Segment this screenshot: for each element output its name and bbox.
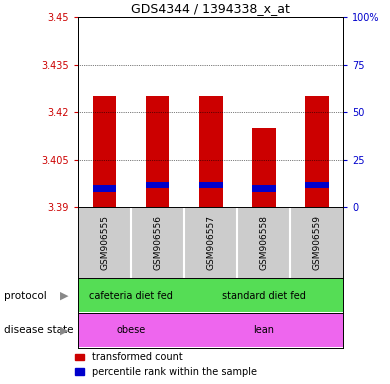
Bar (78, 314, 184, 347)
Bar (252, 128, 276, 207)
Bar (78, 279, 184, 312)
Text: ▶: ▶ (60, 291, 69, 301)
Text: lean: lean (253, 325, 274, 335)
Bar (305, 96, 329, 207)
Bar (145, 182, 170, 189)
Title: GDS4344 / 1394338_x_at: GDS4344 / 1394338_x_at (131, 2, 290, 15)
Bar (305, 182, 329, 189)
Bar (184, 314, 343, 347)
Text: standard diet fed: standard diet fed (222, 291, 306, 301)
Legend: transformed count, percentile rank within the sample: transformed count, percentile rank withi… (75, 353, 257, 377)
Text: disease state: disease state (4, 325, 73, 335)
Bar (92, 96, 117, 207)
Text: obese: obese (117, 325, 146, 335)
Text: GSM906559: GSM906559 (312, 215, 321, 270)
Text: GSM906558: GSM906558 (259, 215, 268, 270)
Bar (145, 96, 170, 207)
Text: GSM906555: GSM906555 (100, 215, 109, 270)
Bar (199, 96, 223, 207)
Bar (252, 185, 276, 192)
Text: GSM906557: GSM906557 (206, 215, 215, 270)
Text: GSM906556: GSM906556 (153, 215, 162, 270)
Text: ▶: ▶ (60, 325, 69, 335)
Bar (199, 182, 223, 189)
Bar (184, 279, 343, 312)
Text: cafeteria diet fed: cafeteria diet fed (89, 291, 173, 301)
Bar (92, 185, 117, 192)
Text: protocol: protocol (4, 291, 47, 301)
